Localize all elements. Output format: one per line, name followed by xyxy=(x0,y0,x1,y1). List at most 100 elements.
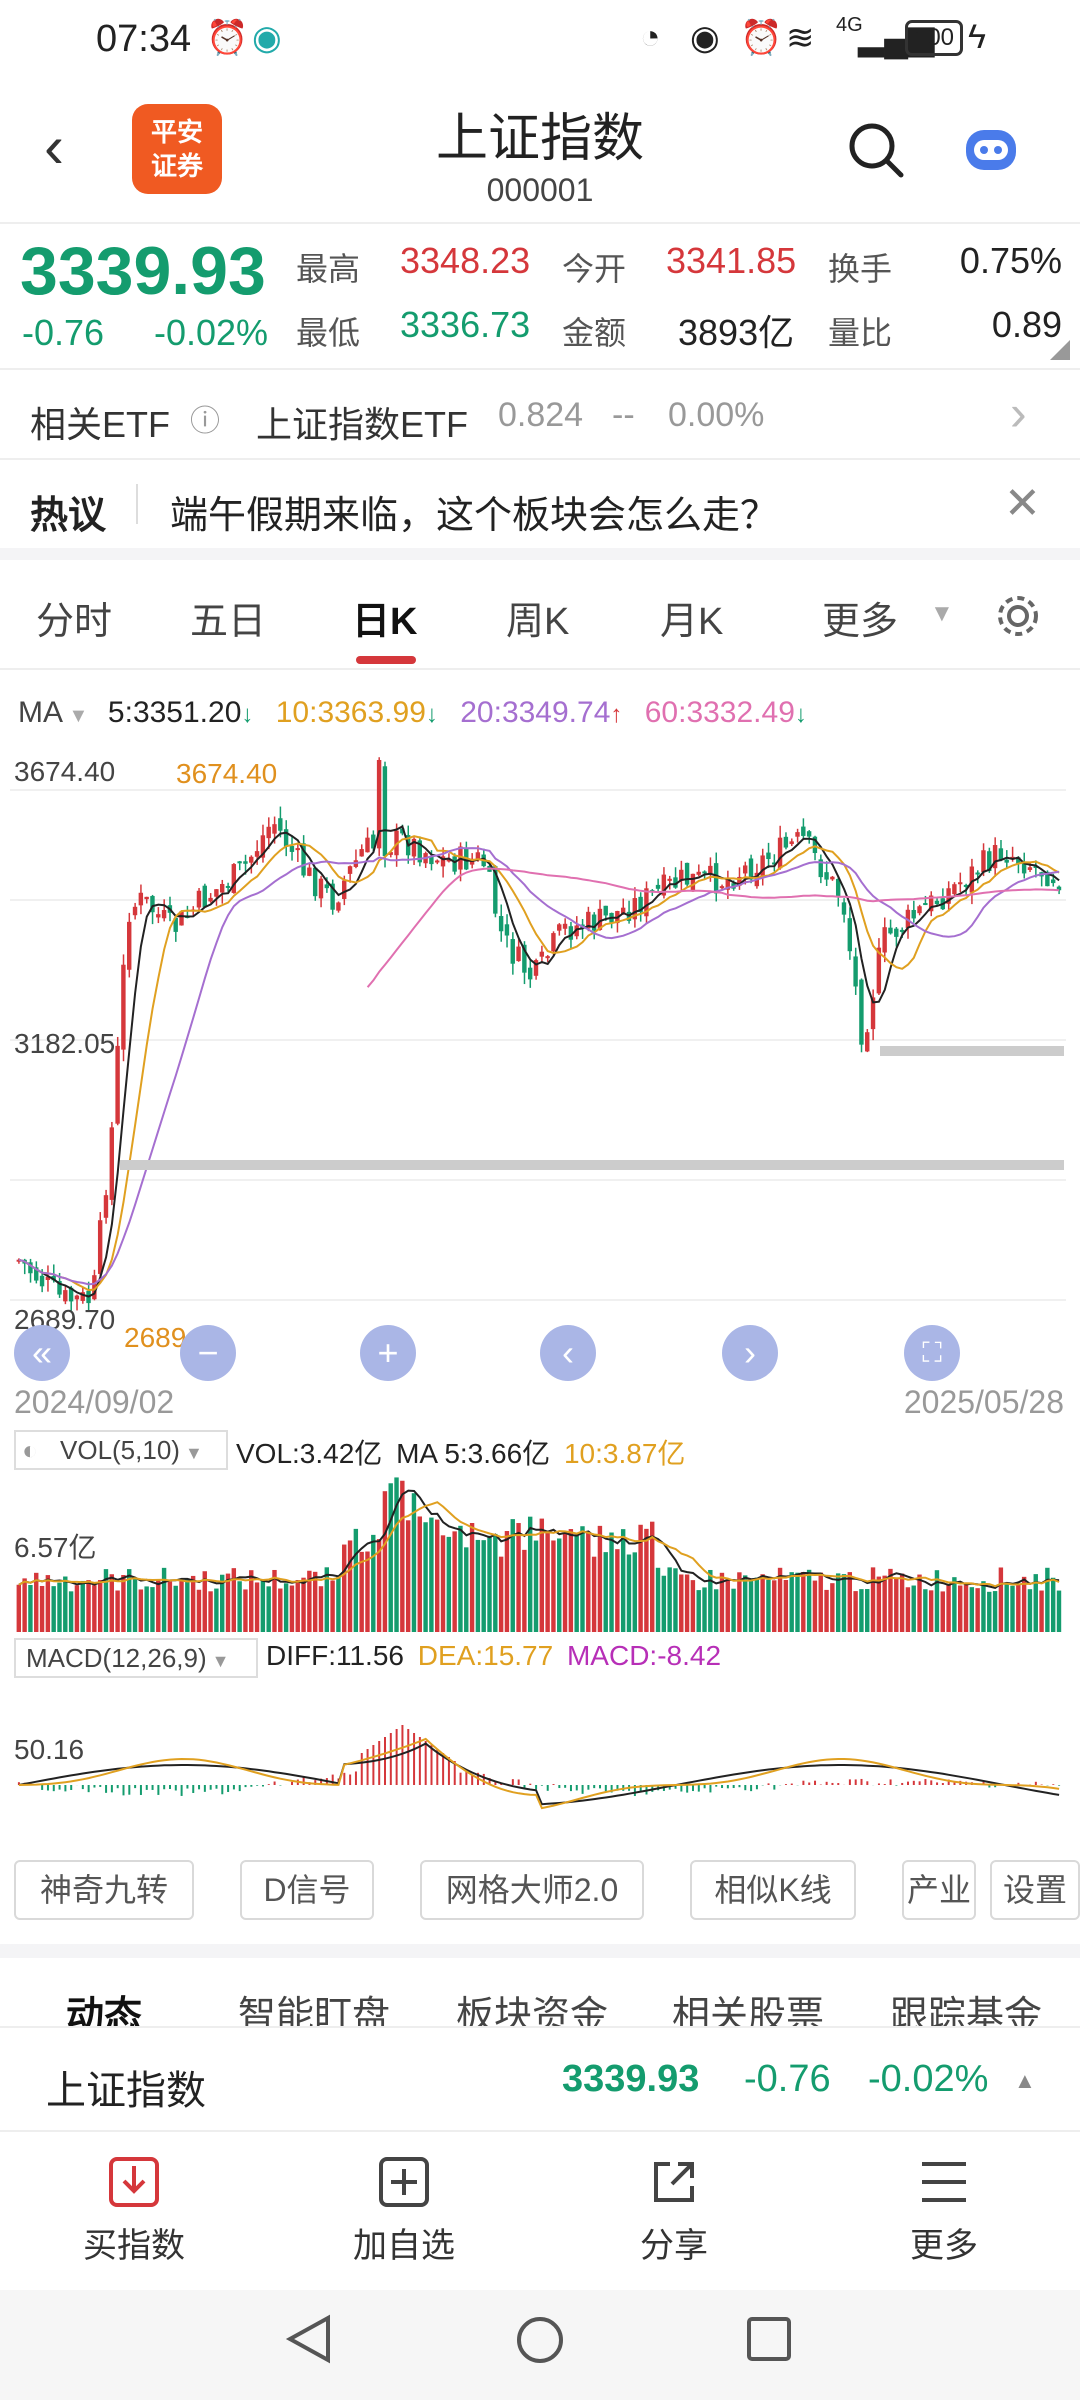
kline-candle xyxy=(725,877,730,890)
volume-bar xyxy=(411,1493,417,1632)
tab-monthly-k[interactable]: 月K xyxy=(660,601,724,643)
subtab-tracking-funds[interactable]: 跟踪基金 xyxy=(890,1995,1043,2026)
volume-bar xyxy=(963,1584,969,1632)
scroll-left-icon[interactable]: ‹ xyxy=(540,1325,596,1381)
kline-candle xyxy=(859,979,864,1045)
subtab-sector-funds[interactable]: 板块资金 xyxy=(456,1995,609,2026)
tool-industry[interactable]: 产业 xyxy=(902,1860,976,1920)
nav-recents-icon[interactable] xyxy=(746,2316,792,2362)
expand-corner-icon[interactable] xyxy=(1050,340,1070,360)
tool-grid-master[interactable]: 网格大师2.0 xyxy=(420,1860,644,1920)
robot-assistant-icon[interactable] xyxy=(960,122,1022,178)
settings-gear-icon[interactable] xyxy=(994,592,1042,640)
kline-candle xyxy=(214,889,219,897)
ma-legend: MA ▼ 5:3351.20↓ 10:3363.99↓ 20:3349.74↑ … xyxy=(18,696,807,729)
status-time: 07:34 xyxy=(96,18,192,60)
ma20-value: 20:3349.74 xyxy=(460,696,611,729)
add-watchlist-icon[interactable] xyxy=(378,2156,430,2208)
footer-quote-bar[interactable]: 上证指数 3339.93 -0.76 -0.02% ▲ xyxy=(0,2026,1080,2132)
search-icon[interactable] xyxy=(846,120,906,180)
volume-bar xyxy=(719,1572,725,1632)
hot-topic-row[interactable]: 热议 端午假期来临，这个板块会怎么走？ ✕ xyxy=(0,462,1080,548)
tab-daily-k[interactable]: 日K xyxy=(352,601,418,643)
tool-d-signal[interactable]: D信号 xyxy=(240,1860,374,1920)
tool-magic-nine[interactable]: 神奇九转 xyxy=(14,1860,194,1920)
share-icon[interactable] xyxy=(648,2156,700,2208)
more-icon[interactable] xyxy=(918,2158,970,2206)
price-change: -0.76 xyxy=(22,312,105,353)
buy-index-button[interactable]: 买指数 xyxy=(83,2227,185,2265)
kline-candle xyxy=(527,967,533,980)
speed-icon: ◔ xyxy=(640,18,661,56)
tab-more[interactable]: 更多 xyxy=(822,601,899,643)
share-button[interactable]: 分享 xyxy=(640,2227,708,2265)
macd-indicator-select[interactable]: MACD(12,26,9) ▼ xyxy=(14,1638,258,1678)
volume-bar xyxy=(655,1567,661,1632)
kline-candle xyxy=(655,884,661,889)
tab-timeshare[interactable]: 分时 xyxy=(36,601,113,643)
volume-bar xyxy=(1033,1574,1038,1632)
volume-bar xyxy=(301,1577,306,1632)
more-button[interactable]: 更多 xyxy=(910,2227,978,2265)
scroll-right-icon[interactable]: › xyxy=(722,1325,778,1381)
zoom-out-icon[interactable]: − xyxy=(180,1325,236,1381)
info-icon[interactable]: ⓘ xyxy=(190,405,220,438)
volume-bar xyxy=(295,1580,300,1632)
fullscreen-icon[interactable]: ⛶ xyxy=(904,1325,960,1381)
kline-candle xyxy=(435,860,440,863)
vol-indicator-label: VOL(5,10) xyxy=(60,1435,180,1465)
chevron-right-icon[interactable]: › xyxy=(1010,385,1027,441)
ma-label[interactable]: MA xyxy=(18,696,63,729)
kline-candle xyxy=(708,865,713,874)
kline-candle xyxy=(737,876,742,886)
zoom-in-icon[interactable]: + xyxy=(360,1325,416,1381)
close-icon[interactable]: ✕ xyxy=(1004,479,1041,528)
volume-bar xyxy=(359,1551,364,1632)
nav-home-icon[interactable] xyxy=(514,2314,566,2366)
volume-bar xyxy=(121,1575,126,1632)
macd-chart xyxy=(17,1725,1061,1810)
volume-bar xyxy=(365,1551,370,1632)
kline-candle xyxy=(446,858,452,862)
toggle-icon: ◐ xyxy=(22,1435,38,1465)
vol-ma10: 10:3.87亿 xyxy=(563,1438,686,1469)
rewind-icon[interactable]: « xyxy=(14,1325,70,1381)
etf-change: -- xyxy=(612,396,635,434)
tab-weekly-k[interactable]: 周K xyxy=(506,601,570,643)
volume-bar xyxy=(400,1480,405,1632)
kline-candle xyxy=(498,916,504,932)
amount-value: 3893亿 xyxy=(678,312,795,353)
back-icon[interactable]: ‹ xyxy=(44,113,64,180)
nav-back-icon[interactable] xyxy=(284,2314,334,2364)
tool-similar-kline[interactable]: 相似K线 xyxy=(690,1860,856,1920)
volume-bar xyxy=(748,1580,754,1632)
kline-candle xyxy=(272,824,277,834)
volume-bar xyxy=(888,1568,893,1632)
volume-bar xyxy=(1056,1590,1062,1632)
collapse-up-icon[interactable]: ▲ xyxy=(1014,2068,1036,2093)
vol-indicator-select[interactable]: ◐ VOL(5,10) ▼ xyxy=(14,1430,228,1470)
subtab-smart-watch[interactable]: 智能盯盘 xyxy=(238,1995,391,2026)
open-value: 3341.85 xyxy=(666,240,797,281)
index-code: 000001 xyxy=(486,172,594,208)
dropdown-triangle-icon[interactable]: ▼ xyxy=(930,600,954,627)
kline-candle xyxy=(312,867,318,897)
subtab-news[interactable]: 动态 xyxy=(66,1995,143,2026)
kline-candle xyxy=(278,818,283,831)
volume-bar xyxy=(1045,1567,1050,1632)
buy-icon[interactable] xyxy=(108,2156,160,2208)
kline-candle xyxy=(208,897,213,902)
add-watchlist-button[interactable]: 加自选 xyxy=(353,2227,455,2265)
ma10-value: 10:3363.99 xyxy=(275,696,426,729)
kline-chart[interactable] xyxy=(0,740,1080,1400)
kline-candle xyxy=(254,851,260,857)
volume-bar xyxy=(144,1586,149,1632)
related-etf-row[interactable]: 相关ETF ⓘ 上证指数ETF 0.824 -- 0.00% › xyxy=(0,370,1080,460)
subtab-related-stocks[interactable]: 相关股票 xyxy=(672,1995,825,2026)
tab-five-day[interactable]: 五日 xyxy=(190,601,267,643)
volume-bar xyxy=(190,1575,196,1632)
volume-bar xyxy=(173,1585,178,1632)
kline-candle xyxy=(894,928,899,937)
tool-settings[interactable]: 设置 xyxy=(990,1860,1080,1920)
kline-candle xyxy=(179,911,184,926)
